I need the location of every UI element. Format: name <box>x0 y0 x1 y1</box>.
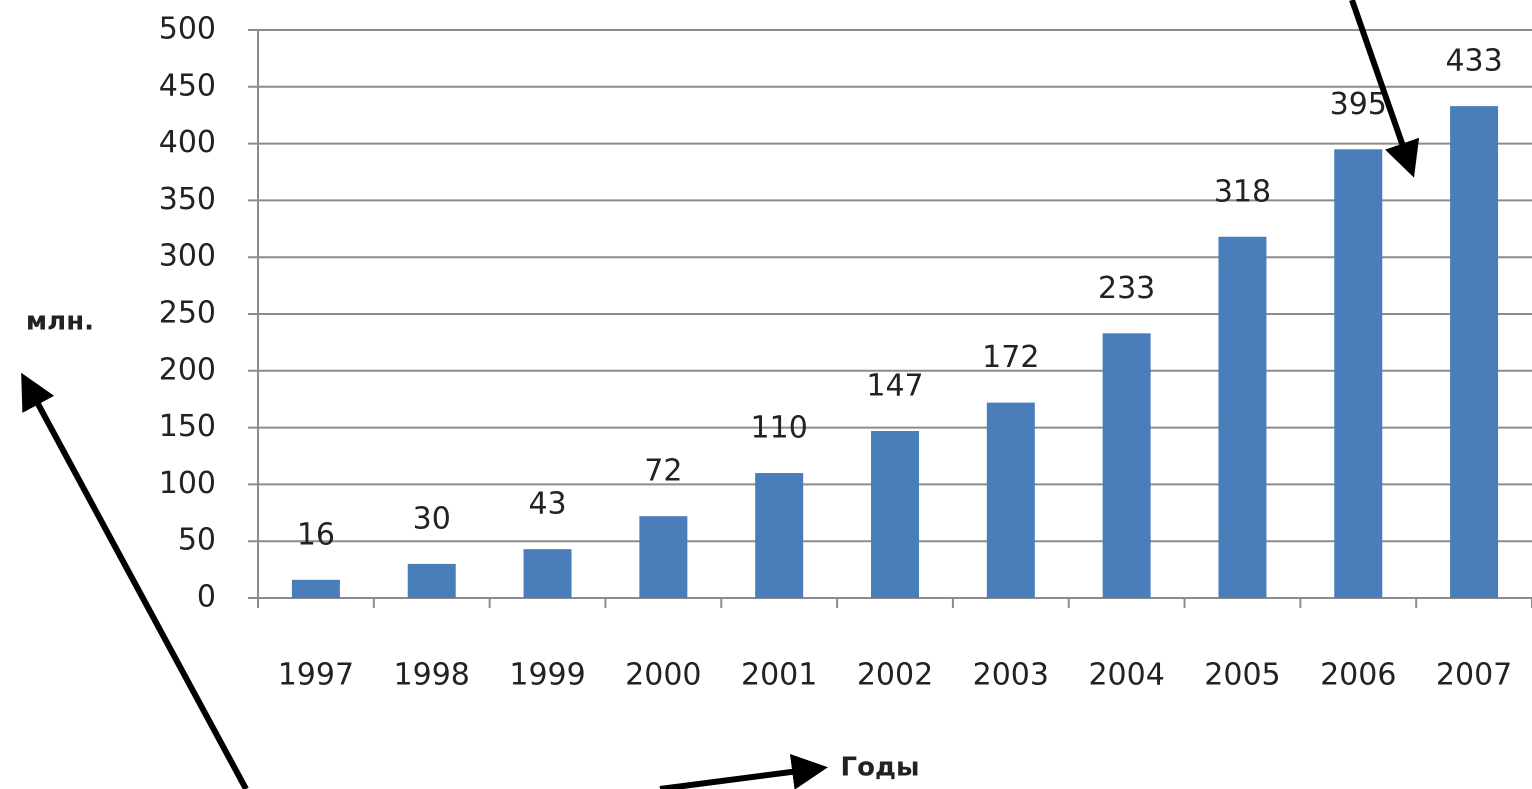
x-tick-label: 2007 <box>1436 658 1512 693</box>
value-label: 30 <box>413 501 451 536</box>
y-tick-label: 400 <box>159 125 216 160</box>
bar <box>407 563 456 598</box>
x-tick-label: 2006 <box>1320 658 1396 693</box>
x-tick-label: 2003 <box>973 658 1049 693</box>
x-tick-label: 1997 <box>278 658 354 693</box>
arrow <box>659 754 828 789</box>
bar <box>1450 106 1499 598</box>
x-tick-label: 2001 <box>741 658 817 693</box>
arrow <box>21 372 249 789</box>
bar <box>871 431 919 598</box>
value-label: 395 <box>1330 87 1387 122</box>
y-tick-label: 50 <box>178 523 216 558</box>
x-tick-label: 2000 <box>625 658 701 693</box>
x-tick-label: 1998 <box>394 658 470 693</box>
y-tick-label: 250 <box>159 296 216 331</box>
bar <box>755 473 804 598</box>
y-tick-label: 0 <box>197 580 216 615</box>
value-label: 110 <box>751 411 808 446</box>
x-tick-label: 2002 <box>857 658 933 693</box>
value-label: 318 <box>1214 174 1271 209</box>
value-label: 433 <box>1445 44 1502 79</box>
arrow <box>1349 0 1420 178</box>
bar <box>291 579 340 598</box>
plot-area: 0 50 100 150 200 250 300 350 400 450 500 1997 16 1998… <box>159 12 1532 693</box>
y-axis-label: млн. <box>26 307 94 337</box>
bar <box>986 402 1035 598</box>
value-label: 233 <box>1098 271 1155 306</box>
x-tick-label: 2005 <box>1204 658 1280 693</box>
x-tick-label: 2004 <box>1088 658 1164 693</box>
bar <box>1102 333 1151 598</box>
y-tick-label: 300 <box>159 239 216 274</box>
bar <box>523 549 572 598</box>
y-tick-label: 200 <box>159 352 216 387</box>
y-tick-label: 450 <box>159 68 216 103</box>
x-axis-label: Годы <box>841 753 920 783</box>
y-tick-label: 100 <box>159 466 216 501</box>
value-label: 72 <box>644 454 682 489</box>
y-tick-label: 350 <box>159 182 216 217</box>
bar <box>1218 236 1267 598</box>
value-label: 172 <box>982 340 1039 375</box>
value-label: 16 <box>297 517 335 552</box>
bar <box>1334 149 1383 598</box>
y-tick-label: 500 <box>159 12 216 47</box>
x-tick-label: 1999 <box>509 658 585 693</box>
value-label: 147 <box>866 369 923 404</box>
value-label: 43 <box>528 487 566 522</box>
bar <box>639 516 688 598</box>
y-tick-label: 150 <box>159 409 216 444</box>
